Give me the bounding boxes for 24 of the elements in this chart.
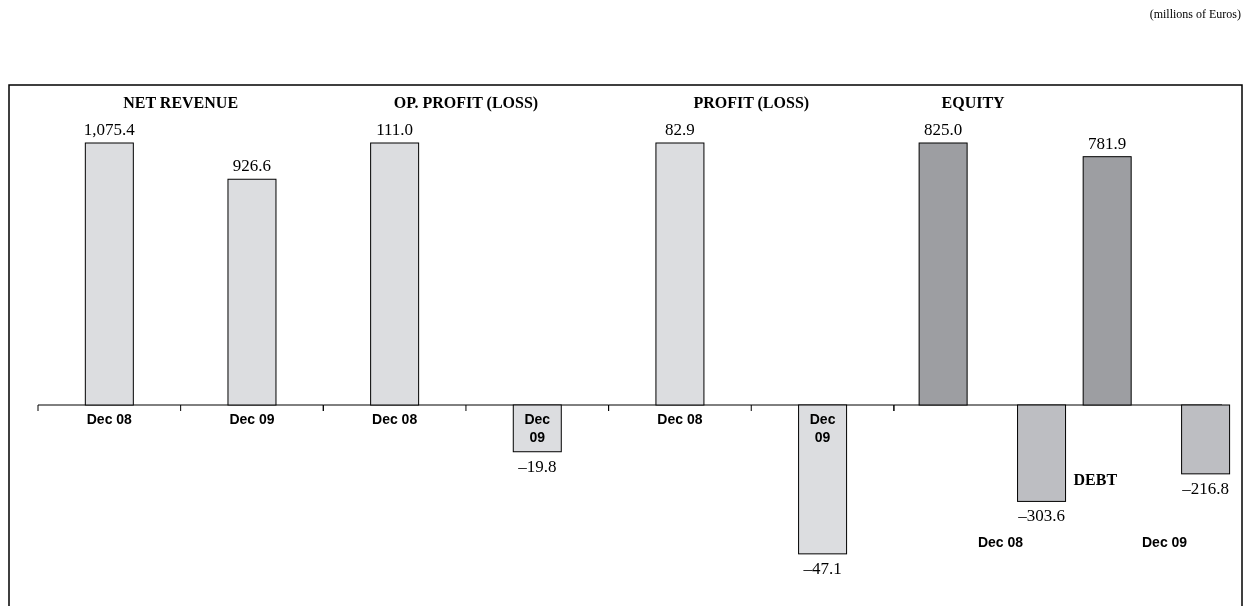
chart-title: OP. PROFIT (LOSS) — [393, 94, 539, 112]
text: (millions of Euros) — [1149, 7, 1241, 21]
x-tick-label: Dec 09 — [524, 411, 551, 445]
data-label: 1,075.4 — [83, 120, 136, 139]
data-label: –47.1 — [802, 558, 842, 578]
series-label: DEBT — [1073, 471, 1118, 488]
data-label: 111.0 — [376, 120, 414, 139]
x-tick-label: Dec 08 — [657, 411, 703, 427]
series-label: EQUITY — [941, 94, 1006, 111]
data-label: –19.8 — [517, 456, 557, 476]
x-tick-label: Dec 08 — [977, 534, 1024, 551]
x-tick-label: Dec 09 — [229, 411, 275, 427]
x-tick-label: Dec 08 — [86, 411, 133, 427]
x-tick-label: Dec 09 — [1142, 534, 1188, 551]
chart-title: NET REVENUE — [123, 94, 239, 111]
data-label: –303.6 — [1017, 506, 1065, 526]
data-label: –216.8 — [1181, 478, 1229, 498]
data-label: 82.9 — [665, 120, 695, 139]
data-label: 825.0 — [923, 120, 963, 139]
x-tick-label: Dec 09 — [809, 411, 836, 445]
chart-title: PROFIT (LOSS) — [693, 94, 810, 112]
data-label: 926.6 — [232, 156, 272, 176]
data-label: 781.9 — [1088, 133, 1127, 153]
x-tick-label: Dec 08 — [372, 411, 418, 427]
